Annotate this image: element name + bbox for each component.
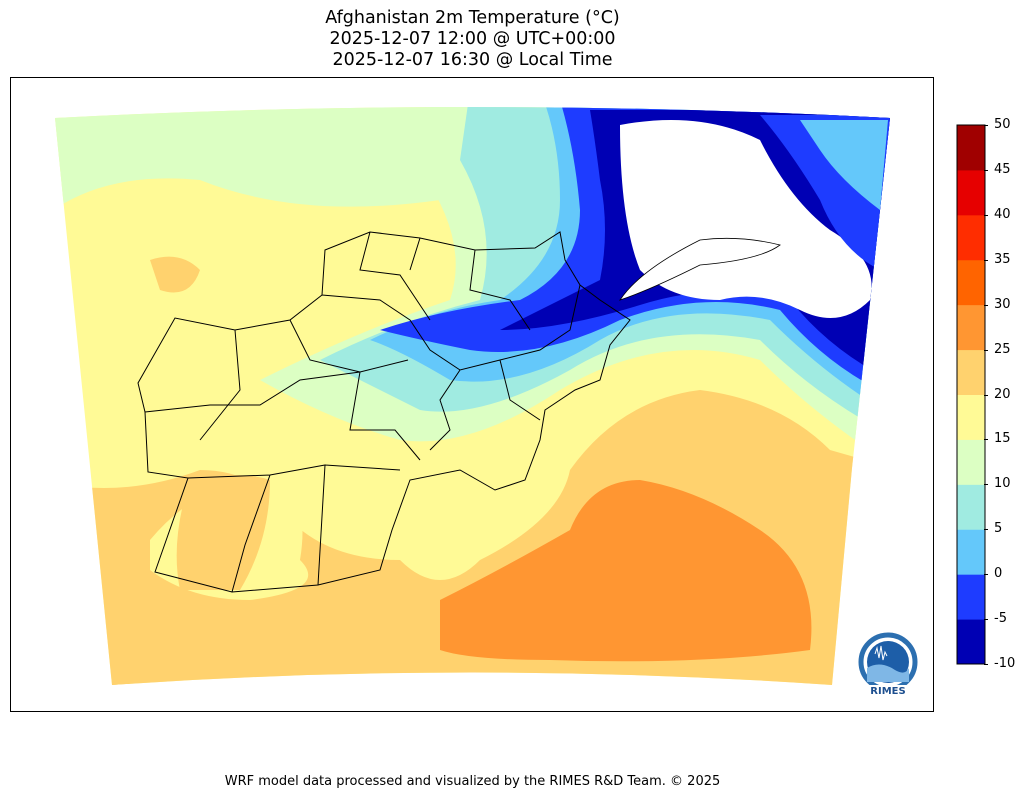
tick-text: 25 — [994, 341, 1011, 357]
colorbar-tick-label: 50 — [984, 117, 1011, 132]
tick-text: 50 — [994, 117, 1011, 132]
colorbar-segment-30-to-35 — [957, 259, 985, 306]
colorbar-segment-40-to-45 — [957, 169, 985, 216]
colorbar-segment-5-to-10 — [957, 484, 985, 530]
field-25-30 — [440, 480, 812, 662]
colorbar-segment-45-to-50 — [957, 125, 985, 171]
tick-text: 30 — [994, 296, 1011, 312]
afghanistan-province-boundaries — [137, 231, 631, 593]
colorbar-segment-35-to-40 — [957, 214, 985, 261]
colorbar-tick-label: 15 — [984, 431, 1011, 447]
map-frame — [10, 77, 934, 712]
colorbar-tick-label: 20 — [984, 386, 1011, 402]
tick-text: -10 — [994, 656, 1016, 671]
colorbar-tick-label: 5 — [983, 521, 1003, 537]
colorbar-segment--5-to-0 — [957, 574, 985, 620]
colorbar-tick-label: 35 — [984, 251, 1011, 267]
colorbar-segment-10-to-15 — [957, 439, 985, 485]
tick-text: 10 — [994, 476, 1011, 492]
field-20-25 — [176, 475, 270, 590]
colorbar-segment-20-to-25 — [957, 349, 985, 395]
svg-text:RIMES: RIMES — [870, 686, 905, 697]
colorbar-tick-label: -10 — [983, 656, 1016, 671]
title-line-variable: Afghanistan 2m Temperature (°C) — [325, 8, 620, 28]
footer-credit: WRF model data processed and visualized … — [224, 774, 721, 789]
tick-text: 0 — [994, 566, 1003, 582]
colorbar-tick-label: -5 — [984, 611, 1007, 627]
colorbar-segment-25-to-30 — [957, 304, 985, 351]
colorbar-tick-label: 10 — [984, 476, 1011, 492]
colorbar-segment-0-to-5 — [957, 529, 985, 575]
colorbar-tick-label: 25 — [984, 341, 1011, 357]
chart-title: Afghanistan 2m Temperature (°C) 2025-12-… — [10, 8, 935, 71]
tick-text: 20 — [994, 386, 1011, 402]
tick-text: 5 — [994, 521, 1003, 537]
region-boundary-north — [619, 237, 781, 301]
colorbar-tick-label: 0 — [983, 566, 1003, 582]
tick-text: -5 — [994, 611, 1007, 627]
tick-text: 15 — [994, 431, 1011, 447]
colorbar-tick-label: 40 — [984, 206, 1011, 222]
map-domain — [55, 107, 890, 685]
colorbar-tick-label: 30 — [984, 296, 1011, 312]
tick-text: 45 — [994, 161, 1011, 177]
colorbar-tick-label: 45 — [984, 161, 1011, 177]
colorbar-segment-15-to-20 — [957, 394, 985, 440]
rimes-logo: RIMES — [855, 632, 921, 698]
colorbar — [956, 124, 986, 665]
title-line-local-time: 2025-12-07 16:30 @ Local Time — [332, 50, 613, 70]
colorbar-segment--10-to--5 — [957, 619, 985, 665]
title-line-utc-time: 2025-12-07 12:00 @ UTC+00:00 — [329, 29, 616, 49]
tick-text: 35 — [994, 251, 1011, 267]
field-0-5 — [800, 120, 888, 210]
tick-text: 40 — [994, 206, 1011, 222]
